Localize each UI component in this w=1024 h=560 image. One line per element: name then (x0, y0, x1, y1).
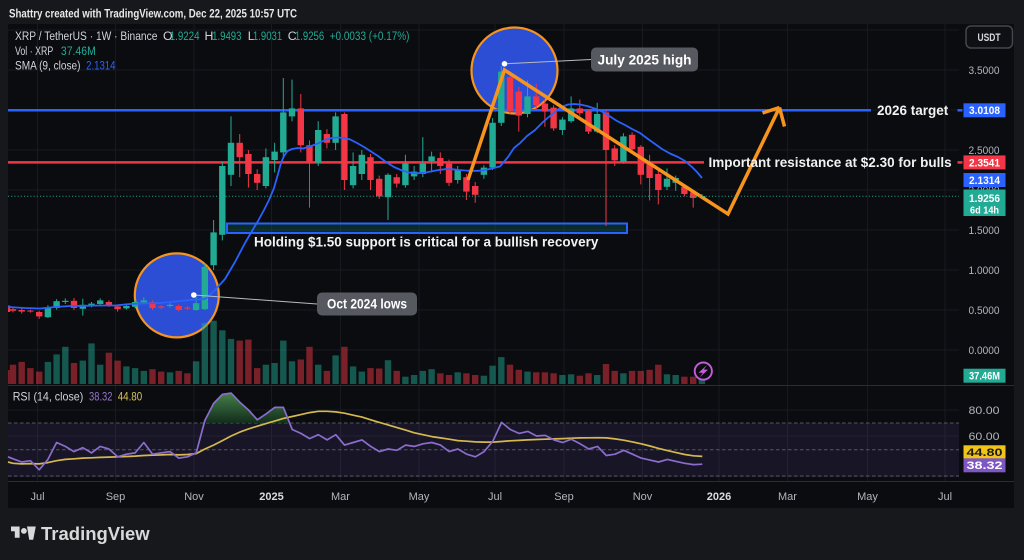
svg-text:Shattry created with TradingVi: Shattry created with TradingView.com, De… (9, 7, 297, 21)
svg-text:XRP / TetherUS · 1W · Binance: XRP / TetherUS · 1W · Binance (15, 29, 158, 43)
svg-text:Jul: Jul (30, 491, 44, 503)
svg-text:O: O (163, 29, 173, 43)
svg-text:Sep: Sep (106, 491, 126, 503)
svg-text:H: H (205, 29, 214, 43)
svg-text:3.5000: 3.5000 (969, 65, 1000, 77)
svg-text:6d 14h: 6d 14h (970, 205, 999, 217)
svg-text:1.9256: 1.9256 (295, 29, 324, 43)
svg-text:80.00: 80.00 (969, 405, 1000, 417)
svg-text:38.32: 38.32 (89, 390, 113, 404)
svg-text:Nov: Nov (633, 491, 653, 503)
svg-text:44.80: 44.80 (118, 390, 143, 404)
svg-text:USDT: USDT (978, 32, 1001, 44)
svg-text:2025: 2025 (259, 491, 283, 503)
svg-text:Important resistance at $2.30: Important resistance at $2.30 for bulls (709, 155, 952, 170)
svg-text:SMA (9, close): SMA (9, close) (15, 59, 81, 73)
svg-text:1.5000: 1.5000 (969, 225, 1000, 237)
svg-text:44.80: 44.80 (967, 447, 1003, 459)
svg-text:July 2025 high: July 2025 high (598, 53, 692, 68)
svg-text:38.32: 38.32 (967, 460, 1003, 472)
svg-text:1.9493: 1.9493 (212, 29, 242, 43)
svg-text:May: May (409, 491, 430, 503)
svg-text:1.0000: 1.0000 (969, 265, 1000, 277)
svg-text:1.9224: 1.9224 (170, 29, 200, 43)
svg-text:Jul: Jul (938, 491, 952, 503)
svg-text:L: L (248, 29, 255, 43)
svg-text:2.1314: 2.1314 (86, 59, 116, 73)
svg-text:2.1314: 2.1314 (969, 175, 1001, 187)
svg-text:+0.0033 (+0.17%): +0.0033 (+0.17%) (330, 29, 410, 43)
svg-text:Jul: Jul (488, 491, 502, 503)
svg-text:TradingView: TradingView (41, 523, 150, 544)
svg-text:Mar: Mar (331, 491, 350, 503)
svg-text:0.5000: 0.5000 (969, 305, 1000, 317)
svg-text:Oct 2024 lows: Oct 2024 lows (327, 297, 407, 312)
svg-text:2026 target: 2026 target (877, 103, 949, 118)
svg-text:2.3541: 2.3541 (969, 157, 1000, 169)
svg-text:Sep: Sep (554, 491, 574, 503)
svg-text:May: May (857, 491, 878, 503)
svg-text:37.46M: 37.46M (61, 44, 96, 58)
svg-text:37.46M: 37.46M (969, 371, 1000, 383)
svg-text:RSI (14, close): RSI (14, close) (13, 390, 84, 404)
svg-text:1.9256: 1.9256 (969, 193, 1000, 205)
svg-text:Mar: Mar (778, 491, 797, 503)
svg-text:Nov: Nov (184, 491, 204, 503)
svg-text:Holding $1.50 support is criti: Holding $1.50 support is critical for a … (254, 235, 599, 250)
svg-text:2.5000: 2.5000 (969, 145, 1000, 157)
svg-text:C: C (288, 29, 297, 43)
svg-text:60.00: 60.00 (969, 431, 1000, 443)
svg-text:0.0000: 0.0000 (969, 345, 1000, 357)
svg-text:3.0108: 3.0108 (969, 105, 1000, 117)
svg-text:2026: 2026 (707, 491, 731, 503)
svg-text:Vol · XRP: Vol · XRP (15, 44, 53, 58)
svg-text:1.9031: 1.9031 (253, 29, 282, 43)
